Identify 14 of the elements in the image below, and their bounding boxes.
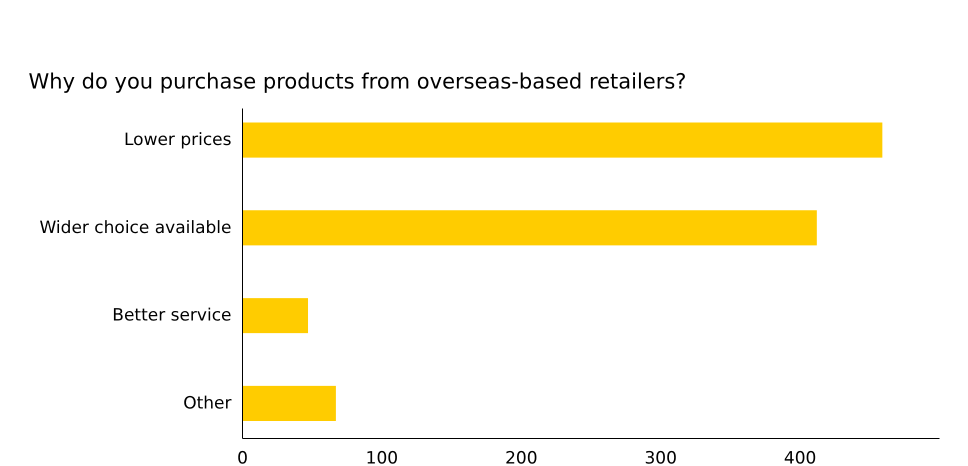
y-tick-label: Wider choice available (40, 218, 232, 238)
bar (242, 298, 308, 334)
bar (242, 210, 817, 246)
bar (242, 386, 336, 421)
y-tick-label: Better service (112, 306, 232, 326)
x-tick-label: 100 (366, 448, 398, 466)
chart-title: Why do you purchase products from overseas-based retailers? (28, 70, 686, 94)
x-tick-label: 300 (644, 448, 677, 466)
x-tick-label: 200 (505, 448, 538, 466)
x-tick-label: 0 (237, 448, 248, 466)
x-tick-label: 400 (784, 448, 816, 466)
bar (242, 122, 882, 158)
y-tick-label: Other (183, 393, 232, 414)
y-tick-label: Lower prices (124, 130, 232, 150)
